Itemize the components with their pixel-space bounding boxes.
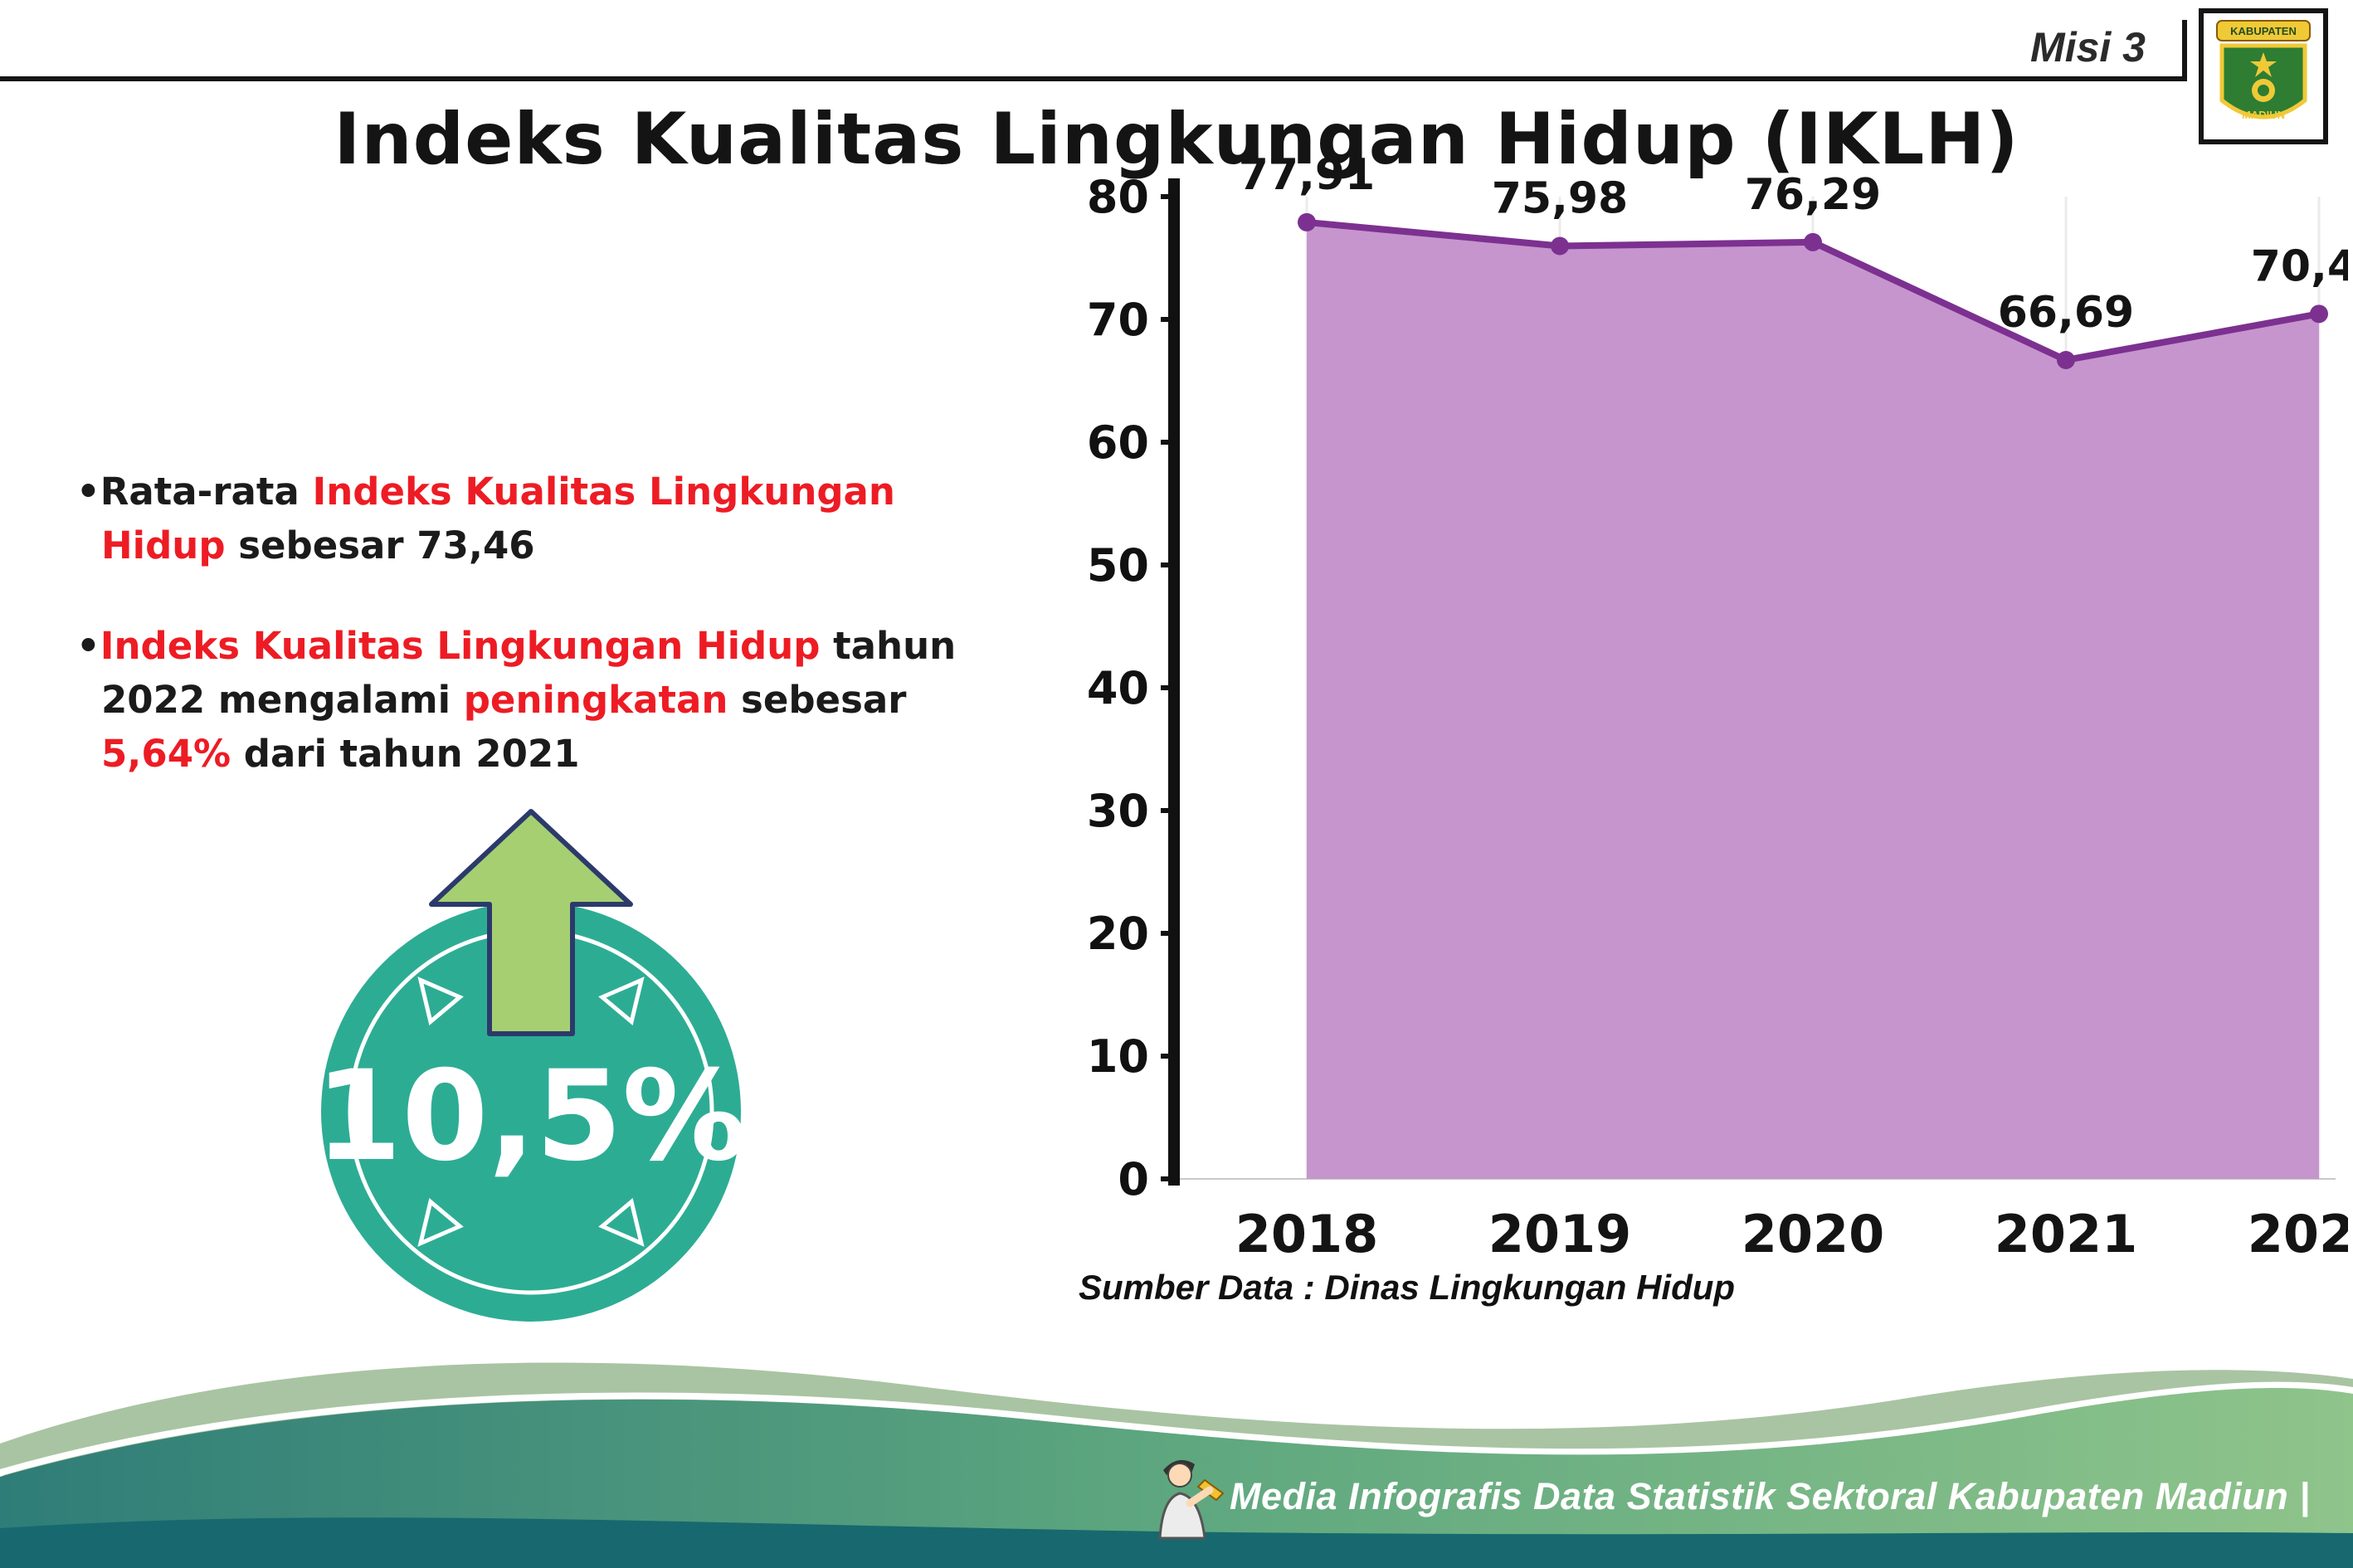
- badge-percent-label: 10,5%: [319, 1045, 743, 1189]
- kabupaten-madiun-logo: KABUPATEN MADIUN: [2199, 8, 2328, 144]
- crest-icon: KABUPATEN MADIUN: [2216, 20, 2311, 121]
- header-rule-corner: [2182, 20, 2187, 81]
- bullet-marker: •: [76, 470, 100, 514]
- data-point: [2310, 304, 2328, 324]
- y-tick-label: 60: [1087, 416, 1149, 469]
- y-tick-label: 30: [1087, 785, 1149, 837]
- iklh-chart: 0 10 20 30 40 50 60 70 80 77,91 75,98 76,29 66,69 70,…: [1087, 150, 2353, 1264]
- misi-label: Misi 3: [2030, 24, 2146, 71]
- arrow-up-graphic: [429, 809, 633, 1036]
- data-point: [1298, 212, 1316, 231]
- y-tick-label: 80: [1087, 171, 1149, 223]
- iklh-chart-container: 0 10 20 30 40 50 60 70 80 77,91 75,98 76,29 66,69 70,…: [1021, 150, 2353, 1294]
- badge-triangle-nw: [417, 976, 464, 1025]
- bullet-increase-iklh: •Indeks Kualitas Lingkungan Hidup tahun …: [76, 619, 981, 782]
- chart-source-note: Sumber Data : Dinas Lingkungan Hidup: [1079, 1268, 1736, 1307]
- bullet-text-highlight: peningkatan: [463, 677, 728, 722]
- data-point: [1804, 232, 1822, 251]
- x-tick-label: 2019: [1488, 1204, 1632, 1264]
- x-tick-label: 2022: [2248, 1204, 2348, 1264]
- chart-area: [1307, 222, 2319, 1179]
- percentage-badge: 10,5%: [315, 900, 747, 1323]
- bullet-text-highlight: 5,64%: [101, 732, 231, 776]
- footer-wave-dark: [0, 1517, 2353, 1568]
- y-tick-label: 70: [1087, 294, 1149, 346]
- crest-banner-text: KABUPATEN: [2230, 25, 2297, 37]
- value-label: 70,45: [2251, 241, 2348, 291]
- value-label: 66,69: [1998, 288, 2134, 338]
- bullet-text: sebesar 73,46: [225, 523, 535, 568]
- crest-medallion-center: [2258, 85, 2269, 96]
- data-point: [1551, 236, 1569, 256]
- footer-wave-highlight: [0, 1381, 2353, 1568]
- mascot-graphic: [1158, 1459, 1225, 1540]
- bullet-text: sebesar: [728, 677, 907, 722]
- badge-triangle-se: [598, 1198, 645, 1247]
- x-tick-label: 2020: [1742, 1204, 1885, 1264]
- y-tick-label: 40: [1087, 662, 1149, 714]
- bullet-text: Rata-rata: [100, 470, 313, 514]
- value-label: 76,29: [1745, 170, 1881, 220]
- y-tick-label: 50: [1087, 539, 1149, 592]
- bullet-marker: •: [76, 623, 100, 668]
- header-rule: [0, 76, 2187, 81]
- percentage-badge-graphic: 10,5%: [315, 902, 747, 1322]
- bullet-text-highlight: Indeks Kualitas Lingkungan Hidup: [101, 470, 895, 568]
- badge-triangle-ne: [598, 976, 645, 1025]
- bullet-text-highlight: Indeks Kualitas Lingkungan Hidup: [100, 623, 821, 668]
- y-tick-label: 0: [1118, 1153, 1149, 1205]
- bullet-average-iklh: •Rata-rata Indeks Kualitas Lingkungan Hi…: [76, 465, 981, 573]
- x-tick-label: 2018: [1235, 1204, 1379, 1264]
- y-tick-label: 20: [1087, 908, 1149, 960]
- badge-triangle-sw: [417, 1198, 464, 1247]
- page-title: Indeks Kualitas Lingkungan Hidup (IKLH): [334, 98, 2019, 181]
- crest-banner: [2216, 20, 2311, 41]
- value-label: 77,91: [1239, 158, 1375, 200]
- crest-name-text: MADIUN: [2242, 109, 2285, 121]
- data-point: [2057, 350, 2075, 369]
- value-label: 75,98: [1492, 173, 1628, 223]
- mascot-icon: [1147, 1452, 1225, 1541]
- bullet-text: tahun 2022 mengalami: [101, 623, 957, 722]
- summary-bullets: •Rata-rata Indeks Kualitas Lingkungan Hi…: [76, 465, 981, 826]
- bullet-text: dari tahun 2021: [231, 732, 580, 776]
- y-tick-label: 10: [1087, 1030, 1149, 1083]
- increase-arrow-icon: [413, 806, 649, 1039]
- crest-star: [2250, 52, 2277, 77]
- x-tick-label: 2021: [1995, 1204, 2138, 1264]
- footer-caption: Media Infografis Data Statistik Sektoral…: [1230, 1475, 2311, 1517]
